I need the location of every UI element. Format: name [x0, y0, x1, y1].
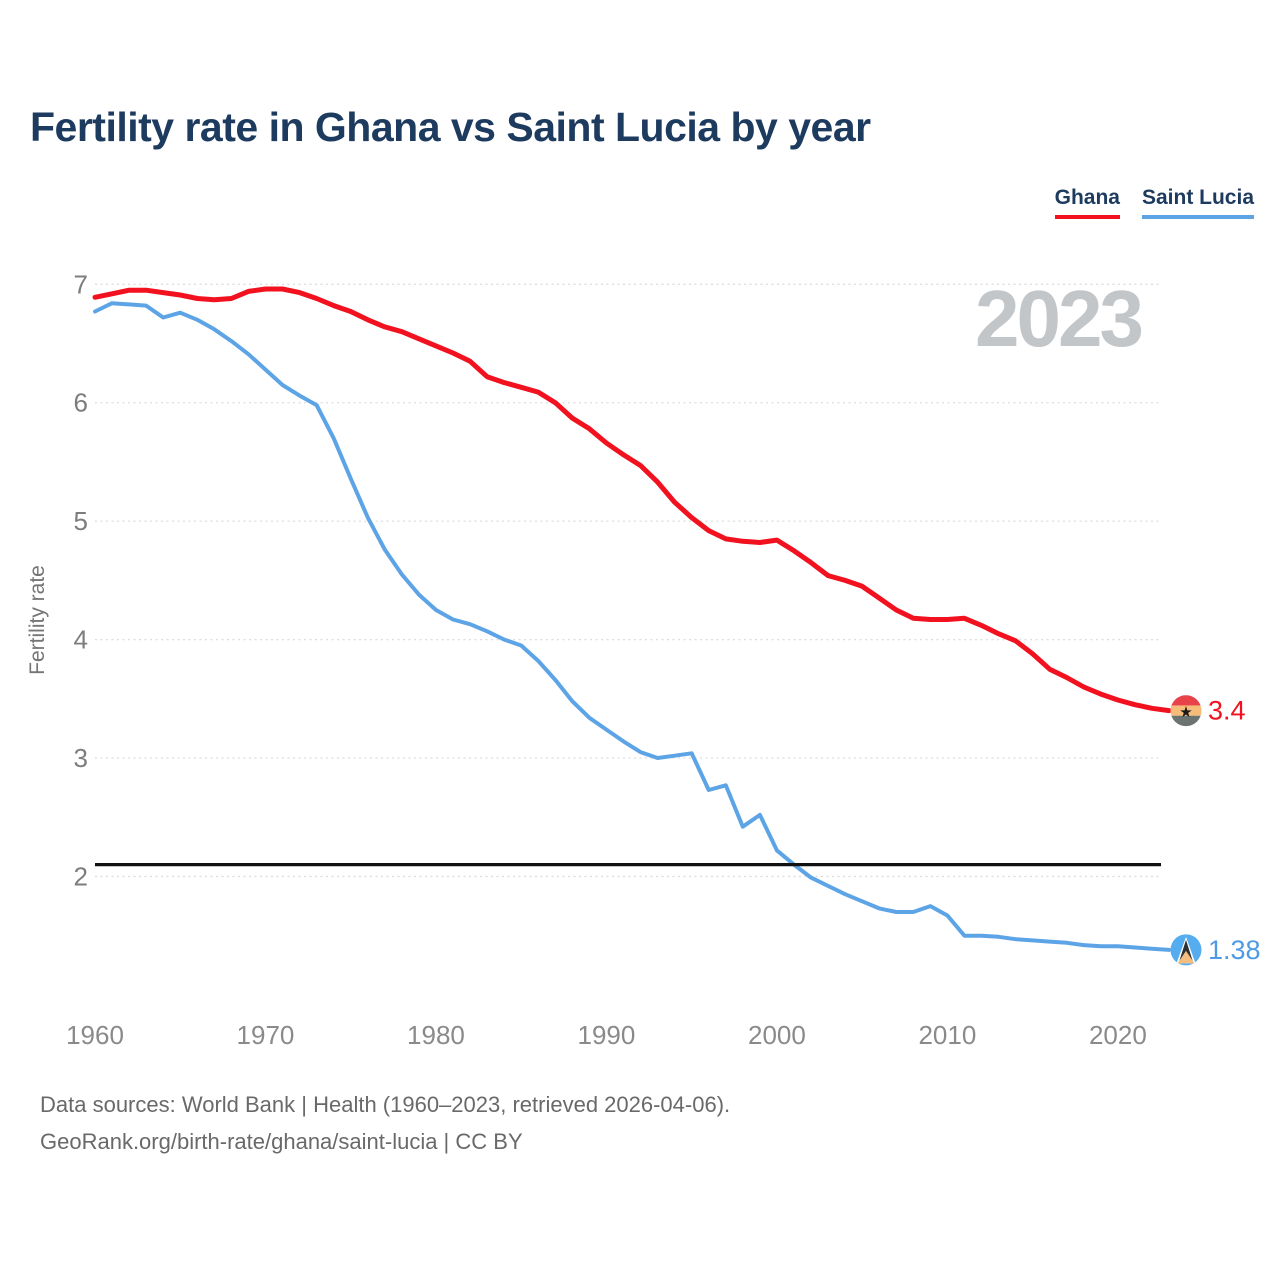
chart-footer: Data sources: World Bank | Health (1960–…: [40, 1086, 730, 1160]
x-tick-label: 1990: [578, 1020, 636, 1050]
y-tick-label: 3: [74, 743, 88, 773]
saint-lucia-flag-gold-triangle: [1177, 950, 1195, 964]
legend-item-ghana[interactable]: Ghana: [1054, 186, 1120, 219]
ghana-flag-red-band: [1170, 695, 1202, 706]
y-axis-label: Fertility rate: [26, 565, 49, 675]
y-tick-label: 6: [74, 388, 88, 418]
end-value-label-ghana: 3.4: [1208, 696, 1246, 726]
x-tick-label: 2010: [918, 1020, 976, 1050]
y-tick-label: 2: [74, 861, 88, 891]
y-tick-label: 4: [74, 625, 88, 655]
data-sources-text: Data sources: World Bank | Health (1960–…: [40, 1092, 731, 1117]
ghana-flag-green-band: [1170, 715, 1202, 727]
x-tick-label: 2020: [1089, 1020, 1147, 1050]
saint-lucia-flag: [1170, 934, 1202, 966]
end-value-label-saint-lucia: 1.38: [1208, 935, 1261, 965]
ghana-line: [92, 286, 1172, 714]
x-tick-label: 1970: [237, 1020, 295, 1050]
y-tick-label: 5: [74, 506, 88, 536]
x-tick-label: 1980: [407, 1020, 465, 1050]
ghana-flag: ★: [1170, 695, 1202, 727]
attribution-text: GeoRank.org/birth-rate/ghana/saint-lucia…: [40, 1129, 523, 1154]
ghana-flag-gold-band: [1170, 705, 1202, 716]
page-title: Fertility rate in Ghana vs Saint Lucia b…: [30, 104, 871, 150]
chart-legend: Ghana Saint Lucia: [1054, 186, 1254, 219]
watermark-year: 2023: [975, 274, 1141, 363]
legend-item-saint-lucia[interactable]: Saint Lucia: [1141, 186, 1254, 219]
x-tick-label: 2000: [748, 1020, 806, 1050]
saint-lucia-line: [93, 301, 1171, 952]
x-tick-label: 1960: [66, 1020, 124, 1050]
y-tick-label: 7: [74, 269, 88, 299]
ghana-flag-star: ★: [1179, 704, 1192, 721]
